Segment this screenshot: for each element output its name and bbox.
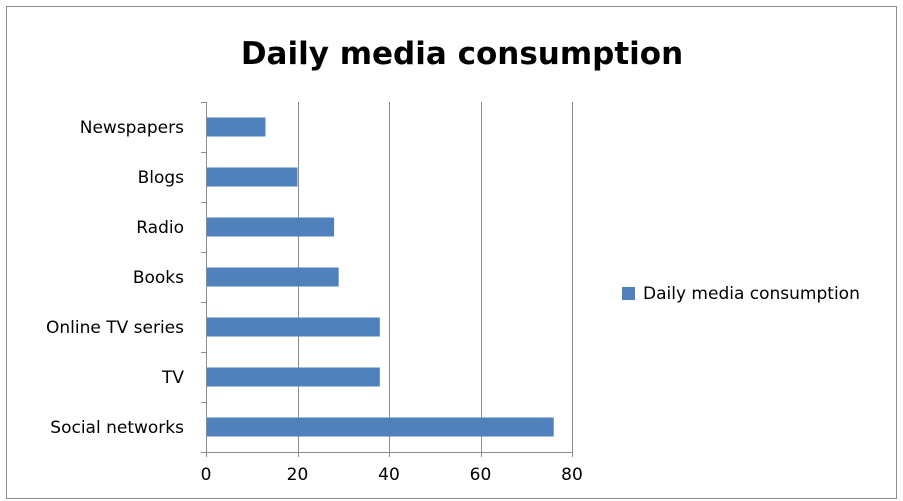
bar-blogs: [207, 167, 298, 187]
legend: Daily media consumption: [622, 284, 860, 304]
y-tick-label-radio: Radio: [136, 218, 184, 238]
y-tick-label-newspapers: Newspapers: [80, 118, 184, 138]
x-tick-label-3: 60: [470, 465, 492, 485]
x-tick-label-2: 40: [378, 465, 400, 485]
plot-area: 0 20 40 60 80 Social networks TV Online TV seri…: [46, 102, 583, 485]
chart-title: Daily media consumption: [241, 36, 683, 72]
x-tick-label-4: 80: [561, 465, 583, 485]
x-tick-label-1: 20: [287, 465, 309, 485]
bar-tv: [207, 367, 380, 387]
legend-swatch: [622, 287, 635, 300]
bar-radio: [207, 217, 335, 237]
chart-border: [6, 6, 897, 499]
bar-newspapers: [207, 117, 266, 137]
bar-online-tv-series: [207, 317, 380, 337]
y-tick-label-blogs: Blogs: [138, 168, 185, 188]
legend-label: Daily media consumption: [643, 284, 860, 304]
y-tick-label-online-tv-series: Online TV series: [46, 318, 184, 338]
x-tick-label-0: 0: [201, 465, 212, 485]
y-tick-label-books: Books: [133, 268, 184, 288]
bar-books: [207, 267, 339, 287]
bar-social-networks: [207, 417, 554, 437]
y-tick-label-tv: TV: [161, 368, 184, 388]
y-tick-label-social-networks: Social networks: [50, 418, 184, 438]
